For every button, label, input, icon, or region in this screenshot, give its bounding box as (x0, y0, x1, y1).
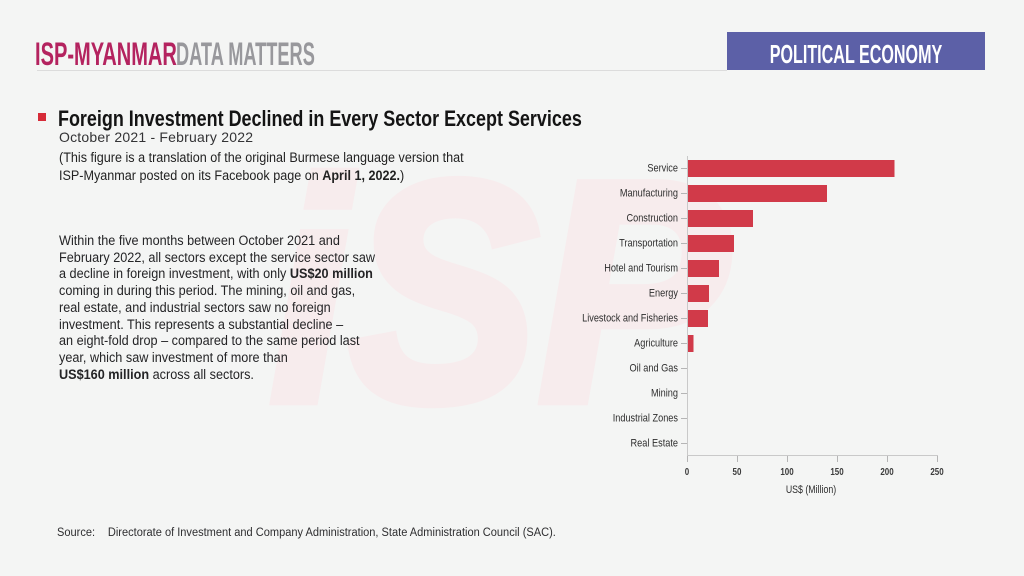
svg-text:Hotel and Tourism: Hotel and Tourism (604, 263, 678, 275)
svg-text:Industrial Zones: Industrial Zones (613, 413, 678, 425)
svg-text:Transportation: Transportation (619, 238, 678, 250)
svg-text:100: 100 (780, 466, 793, 477)
svg-text:Real Estate: Real Estate (631, 438, 679, 450)
svg-text:Mining: Mining (651, 388, 678, 400)
svg-text:Service: Service (647, 163, 678, 175)
svg-text:iSP: iSP (270, 117, 729, 467)
svg-text:0: 0 (685, 466, 689, 477)
svg-text:Livestock and Fisheries: Livestock and Fisheries (582, 313, 678, 325)
svg-text:50: 50 (733, 466, 742, 477)
svg-text:Oil and Gas: Oil and Gas (630, 363, 678, 375)
svg-text:200: 200 (880, 466, 893, 477)
svg-text:Agriculture: Agriculture (634, 338, 678, 350)
svg-text:250: 250 (930, 466, 943, 477)
svg-text:Manufacturing: Manufacturing (620, 188, 678, 200)
svg-text:US$ (Million): US$ (Million) (786, 484, 836, 496)
svg-text:Energy: Energy (649, 288, 679, 300)
svg-text:150: 150 (830, 466, 843, 477)
svg-text:Construction: Construction (626, 213, 678, 225)
